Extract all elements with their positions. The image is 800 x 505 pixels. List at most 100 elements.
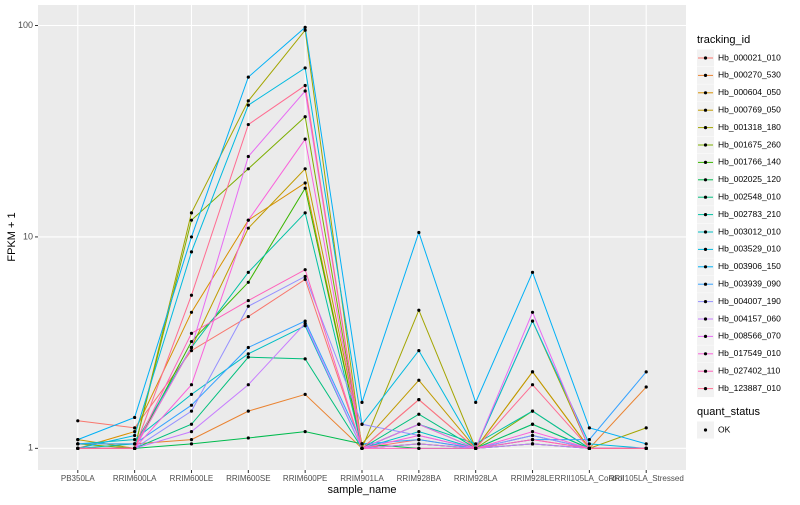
- point: [530, 319, 535, 323]
- legend-point: [703, 334, 708, 338]
- point: [189, 403, 194, 407]
- point: [303, 137, 307, 141]
- point: [246, 383, 250, 387]
- legend-point: [703, 160, 708, 164]
- legend-point: [703, 213, 708, 217]
- point: [246, 226, 250, 230]
- legend-point: [703, 73, 708, 77]
- point: [189, 339, 194, 344]
- x-tick-label: RRIM928BA: [397, 474, 442, 483]
- x-tick-label: RRIM901LA: [340, 474, 384, 483]
- legend-label: Hb_003012_010: [718, 226, 781, 236]
- point: [530, 422, 535, 426]
- point: [360, 442, 364, 446]
- legend-label: Hb_001318_180: [718, 122, 781, 132]
- point: [246, 314, 250, 319]
- point: [189, 383, 194, 387]
- point: [303, 357, 307, 361]
- point: [644, 442, 648, 446]
- point: [303, 186, 307, 190]
- legend-label: Hb_003939_090: [718, 278, 781, 288]
- x-tick-label: PB350LA: [61, 474, 95, 483]
- point: [303, 277, 307, 281]
- legend-point: [703, 317, 708, 321]
- legend-point: [703, 428, 708, 432]
- legend-label: Hb_002025_120: [718, 174, 781, 184]
- point: [76, 446, 80, 450]
- point: [474, 400, 478, 404]
- point: [189, 409, 194, 413]
- point: [644, 446, 648, 450]
- legend-point: [703, 265, 708, 269]
- point: [246, 436, 250, 440]
- point: [303, 268, 307, 272]
- point: [530, 370, 535, 374]
- y-tick-label: 1: [28, 443, 33, 453]
- point: [189, 235, 194, 239]
- legend-label: Hb_003906_150: [718, 261, 781, 271]
- legend-label: Hb_000270_530: [718, 70, 781, 80]
- legend-point: [703, 178, 708, 182]
- point: [303, 66, 307, 70]
- legend-point: [703, 91, 708, 95]
- point: [189, 211, 194, 215]
- point: [417, 378, 421, 382]
- point: [587, 438, 591, 442]
- x-tick-label: RRIM600LE: [170, 474, 214, 483]
- x-tick-label: RRIM928LE: [511, 474, 555, 483]
- point: [303, 319, 307, 323]
- point: [133, 438, 137, 442]
- y-tick-label: 10: [23, 231, 33, 241]
- x-axis-label: sample_name: [327, 484, 396, 496]
- point: [417, 230, 421, 235]
- point: [133, 446, 137, 450]
- point: [303, 28, 307, 32]
- legend-label: Hb_000604_050: [718, 87, 781, 97]
- point: [189, 392, 194, 396]
- point: [417, 412, 421, 416]
- point: [417, 430, 421, 434]
- point: [303, 430, 307, 434]
- point: [189, 422, 194, 426]
- x-tick-label: RRIM600LA: [113, 474, 157, 483]
- legend-label: Hb_000769_050: [718, 104, 781, 114]
- point: [246, 167, 250, 171]
- point: [303, 321, 307, 325]
- legend-label: Hb_027402_110: [718, 365, 781, 375]
- point: [303, 392, 307, 396]
- legend-point: [703, 300, 708, 304]
- point: [246, 298, 250, 303]
- point: [246, 355, 250, 359]
- point: [474, 446, 478, 450]
- point: [530, 433, 535, 438]
- point: [303, 167, 307, 171]
- point: [76, 438, 80, 442]
- point: [587, 442, 591, 446]
- point: [587, 446, 591, 450]
- legend-point: [703, 195, 708, 199]
- x-tick-label: RRIM600PE: [283, 474, 327, 483]
- point: [189, 430, 194, 434]
- legend-label: Hb_004157_060: [718, 313, 781, 323]
- point: [246, 280, 250, 284]
- legend-label: Hb_017549_010: [718, 348, 781, 358]
- point: [246, 304, 250, 308]
- legend-point: [703, 126, 708, 130]
- point: [530, 270, 535, 274]
- point: [417, 348, 421, 353]
- legend-point: [703, 282, 708, 286]
- point: [133, 426, 137, 430]
- point: [189, 442, 194, 446]
- point: [644, 385, 648, 389]
- point: [360, 400, 364, 404]
- point: [530, 438, 535, 442]
- point: [246, 99, 250, 103]
- point: [246, 409, 250, 413]
- point: [530, 310, 535, 314]
- point: [189, 331, 194, 335]
- point: [246, 352, 250, 356]
- point: [189, 218, 194, 222]
- point: [530, 442, 535, 446]
- x-tick-label: RRII105LA_Stressed: [609, 474, 684, 483]
